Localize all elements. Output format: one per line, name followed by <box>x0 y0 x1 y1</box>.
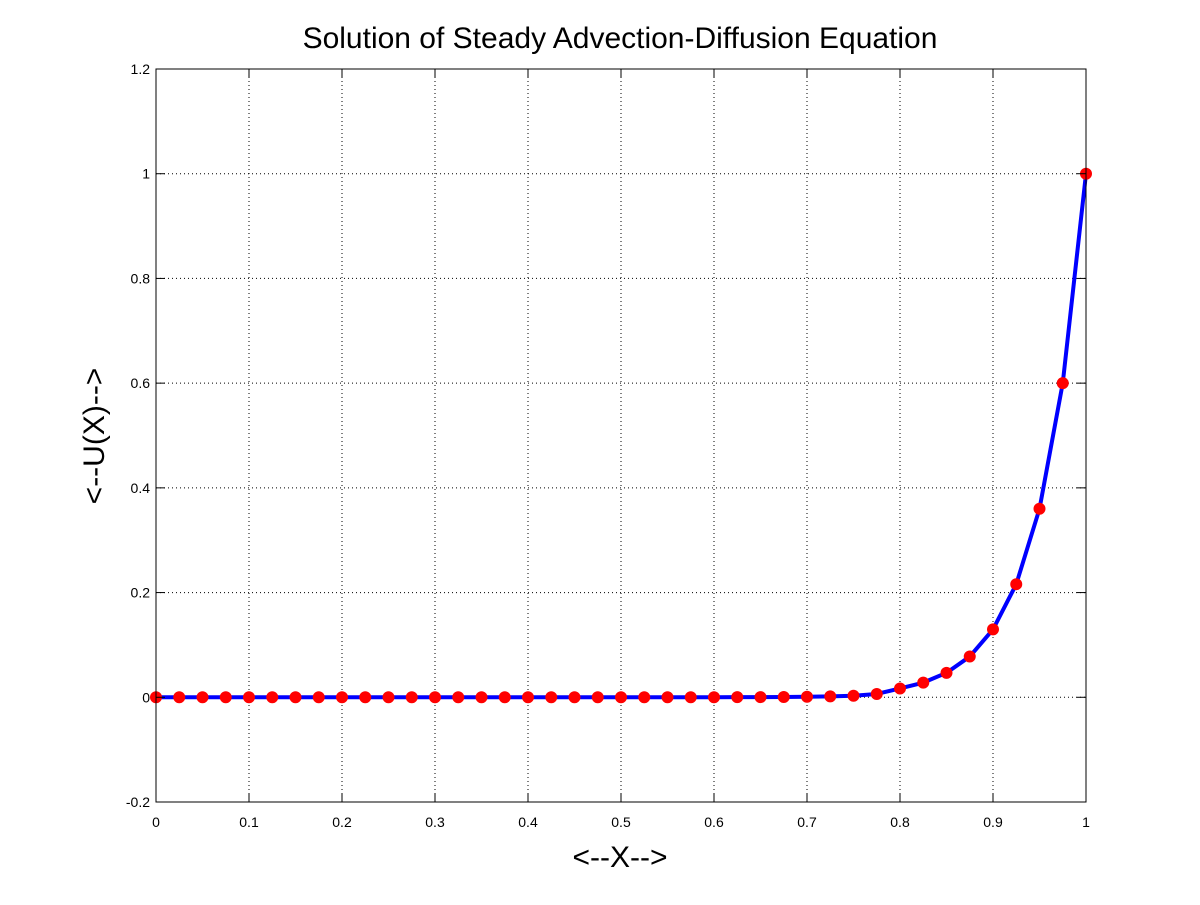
data-point-marker <box>847 689 860 702</box>
data-point-marker <box>754 691 767 704</box>
data-point-marker <box>452 691 465 704</box>
data-point-marker <box>591 691 604 704</box>
x-tick-labels: 0 0.1 0.2 0.3 0.4 0.5 0.6 0.7 0.8 0.9 1 <box>152 814 1090 830</box>
data-point-marker <box>289 691 302 704</box>
y-tick-labels: -0.2 0 0.2 0.4 0.6 0.8 1 1.2 <box>126 61 150 810</box>
data-point-marker <box>731 691 744 704</box>
data-point-marker <box>312 691 325 704</box>
y-axis-label: <--U(X)--> <box>78 368 111 505</box>
y-tick-label: 0.2 <box>131 585 151 601</box>
data-point-marker <box>777 690 790 703</box>
data-point-marker <box>219 691 232 704</box>
data-point-marker <box>429 691 441 704</box>
data-point-marker <box>708 691 720 704</box>
x-tick-label: 0.9 <box>983 814 1003 830</box>
data-point-marker <box>894 682 906 695</box>
x-tick-label: 0.4 <box>518 814 538 830</box>
data-point-marker <box>545 691 558 704</box>
y-tick-label: -0.2 <box>126 794 150 810</box>
data-point-marker <box>870 687 883 700</box>
data-point-marker <box>801 690 813 703</box>
y-tick-label: 0.6 <box>131 375 151 391</box>
data-point-marker <box>963 650 976 663</box>
data-point-marker <box>987 623 999 636</box>
data-point-marker <box>243 691 255 704</box>
data-point-marker <box>336 691 348 704</box>
x-tick-label: 0 <box>152 814 160 830</box>
x-axis-label: <--X--> <box>572 841 667 874</box>
data-point-marker <box>1056 377 1069 390</box>
data-point-marker <box>824 690 837 703</box>
data-point-marker <box>359 691 372 704</box>
y-tick-label: 1.2 <box>131 61 151 77</box>
data-point-marker <box>615 691 627 704</box>
data-point-marker <box>266 691 279 704</box>
data-point-marker <box>940 666 953 679</box>
y-tick-label: 0.4 <box>131 480 151 496</box>
data-point-marker <box>498 691 511 704</box>
data-point-marker <box>196 691 209 704</box>
x-tick-label: 0.2 <box>332 814 352 830</box>
data-point-marker <box>1010 578 1023 591</box>
x-tick-label: 0.8 <box>890 814 910 830</box>
data-point-marker <box>917 676 930 689</box>
data-point-marker <box>568 691 581 704</box>
data-point-marker <box>382 691 395 704</box>
y-tick-label: 0 <box>142 689 150 705</box>
tick-marks <box>155 68 1087 803</box>
y-tick-label: 1 <box>142 166 150 182</box>
data-point-marker <box>475 691 488 704</box>
x-tick-label: 0.7 <box>797 814 817 830</box>
chart-title: Solution of Steady Advection-Diffusion E… <box>303 22 938 55</box>
y-tick-label: 0.8 <box>131 270 151 286</box>
data-point-marker <box>1033 502 1046 515</box>
data-point-marker <box>684 691 697 704</box>
x-tick-label: 0.6 <box>704 814 724 830</box>
data-point-marker <box>173 691 186 704</box>
data-point-marker <box>661 691 674 704</box>
x-tick-label: 0.1 <box>239 814 259 830</box>
data-point-marker <box>405 691 418 704</box>
data-point-marker <box>522 691 534 704</box>
x-tick-label: 1 <box>1082 814 1090 830</box>
x-tick-label: 0.5 <box>611 814 631 830</box>
x-tick-label: 0.3 <box>425 814 445 830</box>
data-point-marker <box>638 691 651 704</box>
